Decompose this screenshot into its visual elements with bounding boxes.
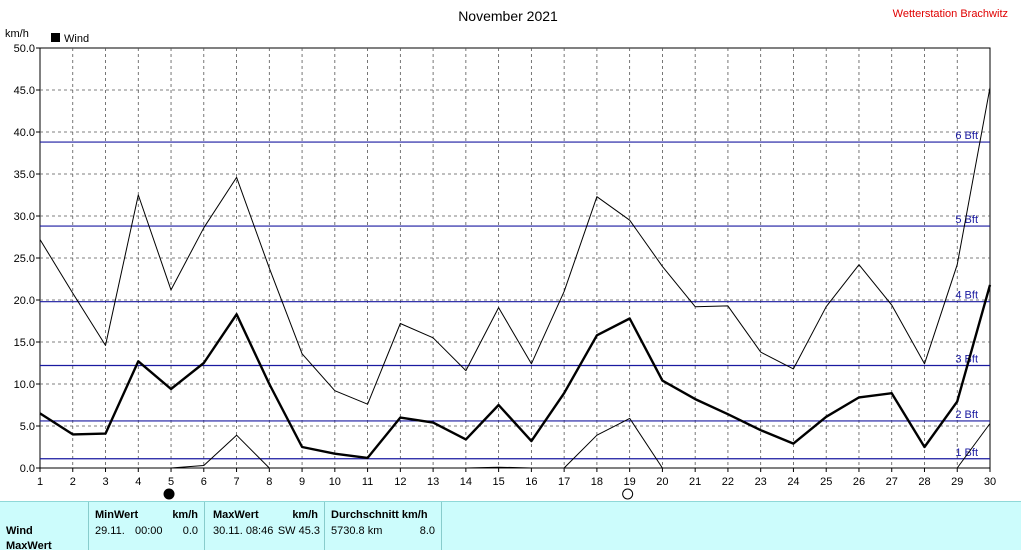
- x-tick-label: 13: [427, 476, 439, 488]
- max-datetime: 30.11. 08:46: [213, 525, 274, 537]
- x-tick-label: 30: [984, 476, 996, 488]
- x-tick-label: 11: [362, 476, 373, 488]
- average-cell: Durchschnitt km/h 5730.8 km 8.0: [324, 502, 442, 550]
- new-moon-icon: [163, 488, 175, 500]
- x-tick-label: 6: [201, 476, 207, 488]
- series-average-line: [39, 284, 992, 460]
- beaufort-label: 6 Bft: [955, 130, 978, 142]
- x-tick-label: 12: [394, 476, 406, 488]
- legend-label: Wind: [64, 33, 89, 45]
- avg-value: 8.0: [419, 525, 435, 537]
- x-tick-label: 17: [558, 476, 570, 488]
- station-name: Wetterstation Brachwitz: [893, 8, 1008, 20]
- x-tick-label: 15: [492, 476, 504, 488]
- y-tick-label: 0.0: [20, 463, 35, 475]
- max-header: MaxWert: [213, 509, 259, 521]
- series-min-line: [40, 417, 991, 469]
- min-value: 0.0: [182, 525, 198, 537]
- avg-distance: 5730.8 km: [331, 525, 383, 537]
- max-value-cell: MaxWert km/h 30.11. 08:46 SW 45.3: [204, 502, 324, 550]
- x-tick-label: 7: [233, 476, 239, 488]
- y-tick-label: 50.0: [14, 43, 35, 55]
- x-tick-label: 18: [591, 476, 603, 488]
- x-tick-label: 14: [460, 476, 472, 488]
- x-tick-label: 26: [853, 476, 865, 488]
- x-tick-label: 19: [624, 476, 636, 488]
- min-date: 29.11.: [95, 525, 125, 537]
- min-header: MinWert: [95, 509, 139, 521]
- plot-area: 1 2 3 4 5 6 7 8 9 10 11 12 13 14 15 16 17 18 19 20 21 22 23 24 2…: [14, 43, 996, 500]
- x-tick-label: 10: [329, 476, 341, 488]
- min-unit: km/h: [172, 509, 198, 521]
- statistics-panel: Wind MaxWert MinWert km/h 29.11. 00:00 0…: [0, 501, 1021, 550]
- max-direction-value: SW 45.3: [277, 525, 320, 537]
- x-tick-label: 27: [886, 476, 898, 488]
- x-tick-label: 28: [918, 476, 930, 488]
- full-moon-icon: [622, 488, 634, 500]
- beaufort-label: 2 Bft: [955, 409, 978, 421]
- panel-row-label: Wind: [6, 525, 33, 537]
- y-tick-label: 15.0: [14, 337, 35, 349]
- x-tick-label: 23: [755, 476, 767, 488]
- x-tick-label: 2: [70, 476, 76, 488]
- max-unit: km/h: [292, 509, 318, 521]
- legend-swatch: [51, 33, 60, 42]
- x-tick-label: 21: [689, 476, 701, 488]
- x-tick-label: 16: [525, 476, 537, 488]
- x-tick-label: 29: [951, 476, 963, 488]
- beaufort-label: 3 Bft: [955, 354, 978, 366]
- beaufort-label: 4 Bft: [955, 290, 978, 302]
- x-tick-label: 24: [787, 476, 799, 488]
- x-tick-label: 1: [37, 476, 43, 488]
- y-tick-label: 5.0: [20, 421, 35, 433]
- y-tick-label: 35.0: [14, 169, 35, 181]
- y-tick-label: 25.0: [14, 253, 35, 265]
- y-tick-label: 20.0: [14, 295, 35, 307]
- min-time: 00:00: [135, 525, 163, 537]
- y-axis-label: km/h: [5, 28, 29, 40]
- x-tick-label: 22: [722, 476, 734, 488]
- beaufort-label: 1 Bft: [955, 447, 978, 459]
- avg-header: Durchschnitt km/h: [331, 509, 428, 521]
- series-max-line: [39, 87, 991, 405]
- y-tick-label: 45.0: [14, 85, 35, 97]
- y-tick-label: 40.0: [14, 127, 35, 139]
- x-tick-label: 9: [299, 476, 305, 488]
- x-tick-label: 20: [656, 476, 668, 488]
- y-tick-label: 10.0: [14, 379, 35, 391]
- y-tick-label: 30.0: [14, 211, 35, 223]
- x-tick-label: 3: [102, 476, 108, 488]
- chart-title: November 2021: [458, 8, 558, 24]
- wind-chart: November 2021 Wetterstation Brachwitz km…: [5, 8, 1008, 500]
- beaufort-label: 5 Bft: [955, 214, 978, 226]
- min-value-cell: MinWert km/h 29.11. 00:00 0.0: [88, 502, 204, 550]
- x-tick-label: 8: [266, 476, 272, 488]
- panel-row-label-cell: Wind MaxWert: [0, 502, 88, 550]
- x-tick-label: 25: [820, 476, 832, 488]
- panel-row-label-2: MaxWert: [6, 540, 52, 550]
- x-tick-label: 5: [168, 476, 174, 488]
- x-tick-label: 4: [135, 476, 141, 488]
